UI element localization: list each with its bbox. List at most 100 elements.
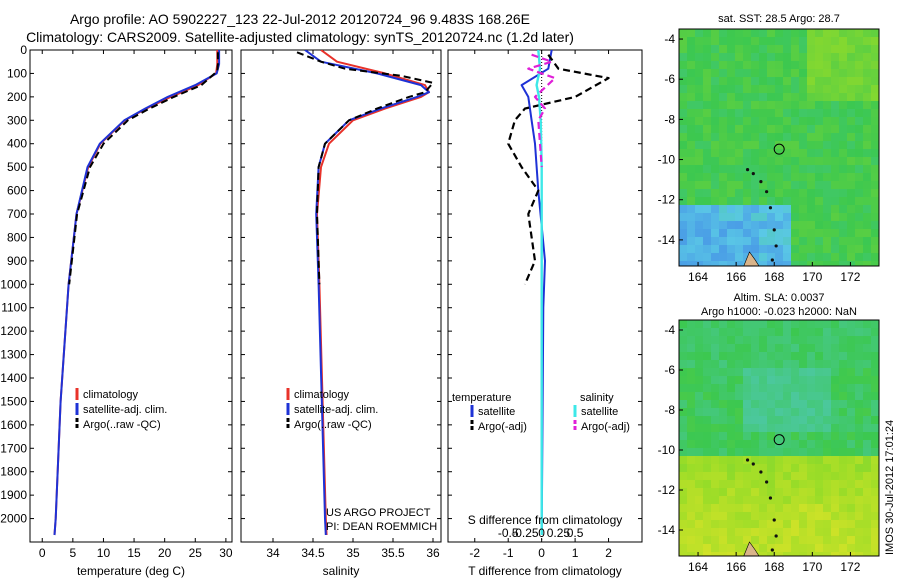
- heatmap-cell: [751, 165, 759, 173]
- heatmap-cell: [783, 221, 791, 229]
- heatmap-cell: [775, 205, 783, 213]
- heatmap-cell: [679, 544, 687, 552]
- heatmap-cell: [743, 336, 751, 344]
- x-tick-label: 35.5: [381, 546, 405, 560]
- heatmap-cell: [831, 61, 839, 69]
- heatmap-cell: [831, 165, 839, 173]
- heatmap-cell: [839, 29, 847, 37]
- heatmap-cell: [775, 221, 783, 229]
- x-tick-label: 25: [189, 546, 203, 560]
- heatmap-cell: [783, 173, 791, 181]
- heatmap-cell: [695, 536, 703, 544]
- heatmap-cell: [727, 29, 735, 37]
- heatmap-cell: [695, 552, 703, 556]
- heatmap-cell: [871, 424, 879, 432]
- heatmap-cell: [743, 221, 751, 229]
- heatmap-cell: [767, 149, 775, 157]
- heatmap-cell: [847, 181, 855, 189]
- heatmap-cell: [791, 229, 799, 237]
- heatmap-cell: [823, 544, 831, 552]
- heatmap-cell: [711, 45, 719, 53]
- heatmap-cell: [703, 237, 711, 245]
- heatmap-cell: [767, 408, 775, 416]
- panel-temperature: 0 5 10 15 20 25 300100200300400500600700800900…: [0, 43, 233, 578]
- heatmap-cell: [727, 520, 735, 528]
- heatmap-cell: [687, 536, 695, 544]
- heatmap-cell: [799, 424, 807, 432]
- heatmap-cell: [775, 512, 783, 520]
- heatmap-cell: [871, 400, 879, 408]
- heatmap-cell: [823, 432, 831, 440]
- heatmap-cell: [799, 197, 807, 205]
- heatmap-cell: [783, 424, 791, 432]
- heatmap-cell: [799, 173, 807, 181]
- heatmap-cell: [815, 149, 823, 157]
- heatmap-cell: [687, 237, 695, 245]
- heatmap-cell: [695, 125, 703, 133]
- heatmap-cell: [791, 456, 799, 464]
- heatmap-cell: [831, 488, 839, 496]
- heatmap-cell: [735, 149, 743, 157]
- heatmap-cell: [791, 424, 799, 432]
- heatmap-cell: [815, 400, 823, 408]
- heatmap-cell: [767, 157, 775, 165]
- heatmap-cell: [815, 157, 823, 165]
- heatmap-cell: [711, 101, 719, 109]
- heatmap-cell: [783, 237, 791, 245]
- heatmap-cell: [695, 544, 703, 552]
- heatmap-cell: [799, 480, 807, 488]
- heatmap-cell: [823, 221, 831, 229]
- heatmap-cell: [783, 213, 791, 221]
- heatmap-cell: [719, 69, 727, 77]
- heatmap-cell: [679, 109, 687, 117]
- heatmap-cell: [751, 117, 759, 125]
- heatmap-cell: [839, 432, 847, 440]
- heatmap-cell: [823, 472, 831, 480]
- heatmap-cell: [823, 416, 831, 424]
- heatmap-cell: [807, 125, 815, 133]
- heatmap-cell: [695, 133, 703, 141]
- heatmap-cell: [783, 29, 791, 37]
- heatmap-cell: [807, 237, 815, 245]
- heatmap-cell: [839, 320, 847, 328]
- heatmap-cell: [823, 165, 831, 173]
- heatmap-cell: [687, 53, 695, 61]
- heatmap-cell: [711, 528, 719, 536]
- heatmap-cell: [775, 53, 783, 61]
- heatmap-cell: [695, 344, 703, 352]
- heatmap-cell: [791, 69, 799, 77]
- heatmap-cell: [839, 504, 847, 512]
- heatmap-cell: [807, 77, 815, 85]
- heatmap-cell: [847, 384, 855, 392]
- heatmap-cell: [855, 440, 863, 448]
- heatmap-cell: [727, 496, 735, 504]
- heatmap-cell: [847, 101, 855, 109]
- heatmap-cell: [679, 133, 687, 141]
- heatmap-cell: [863, 496, 871, 504]
- heatmap-cell: [687, 440, 695, 448]
- y-tick-label: 800: [7, 230, 27, 244]
- heatmap-cell: [863, 37, 871, 45]
- heatmap-cell: [767, 37, 775, 45]
- heatmap-cell: [839, 197, 847, 205]
- heatmap-cell: [703, 552, 711, 556]
- heatmap-cell: [807, 141, 815, 149]
- island-marker: [772, 518, 776, 522]
- heatmap-cell: [839, 229, 847, 237]
- heatmap-cell: [815, 376, 823, 384]
- heatmap-cell: [775, 400, 783, 408]
- heatmap-cell: [871, 133, 879, 141]
- heatmap-cell: [703, 93, 711, 101]
- heatmap-cell: [863, 149, 871, 157]
- series-line-temperature-satellite: [520, 50, 553, 536]
- heatmap-cell: [807, 528, 815, 536]
- heatmap-cell: [711, 149, 719, 157]
- heatmap-cell: [767, 336, 775, 344]
- heatmap-cell: [775, 29, 783, 37]
- header-title-line2: Climatology: CARS2009. Satellite-adjuste…: [26, 29, 574, 45]
- heatmap-cell: [695, 504, 703, 512]
- x-tick-label: 164: [688, 270, 708, 284]
- heatmap-cell: [783, 344, 791, 352]
- heatmap-cell: [815, 496, 823, 504]
- heatmap-cell: [735, 528, 743, 536]
